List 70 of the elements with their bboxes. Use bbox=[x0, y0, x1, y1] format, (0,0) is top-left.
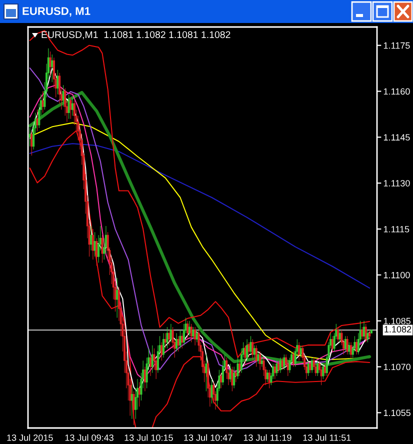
x-tick-label: 13 Jul 10:47 bbox=[184, 434, 232, 441]
candlestick bbox=[116, 278, 118, 318]
candlestick bbox=[322, 363, 324, 380]
candlestick bbox=[278, 360, 280, 374]
candlestick bbox=[170, 324, 172, 343]
candlestick bbox=[130, 384, 133, 420]
candlestick bbox=[49, 51, 52, 76]
candlestick bbox=[144, 366, 146, 392]
candlestick bbox=[186, 320, 189, 340]
candlestick bbox=[244, 345, 246, 364]
candlestick bbox=[350, 342, 352, 358]
candlestick bbox=[336, 326, 340, 343]
candlestick bbox=[188, 320, 191, 336]
candlestick bbox=[101, 234, 104, 263]
y-tick-label: 1.1160 bbox=[384, 88, 410, 95]
y-tick-label: 1.1070 bbox=[384, 364, 411, 370]
candlestick bbox=[266, 370, 268, 382]
candlestick bbox=[238, 360, 241, 376]
candlestick bbox=[70, 97, 72, 120]
x-tick-label: 13 Jul 11:19 bbox=[244, 434, 292, 441]
candlestick bbox=[362, 320, 366, 340]
candlestick bbox=[292, 351, 294, 368]
x-tick-label: 13 Jul 11:51 bbox=[303, 434, 351, 441]
candlestick bbox=[361, 326, 364, 340]
candlestick bbox=[205, 354, 208, 392]
candlestick bbox=[246, 338, 248, 361]
x-tick-label: 13 Jul 2015 bbox=[7, 434, 53, 441]
candlestick bbox=[175, 332, 178, 352]
candlestick bbox=[311, 357, 314, 374]
y-tick-label: 1.1100 bbox=[384, 272, 410, 278]
candlestick bbox=[252, 338, 254, 361]
candlestick bbox=[324, 363, 326, 376]
candlestick bbox=[356, 338, 358, 355]
candlestick bbox=[370, 330, 372, 334]
candlestick bbox=[348, 342, 350, 355]
candlestick bbox=[168, 330, 170, 346]
y-tick-label: 1.1175 bbox=[384, 42, 410, 49]
line-series bbox=[29, 143, 370, 289]
candlestick bbox=[309, 360, 312, 374]
candlestick bbox=[307, 360, 310, 376]
candlestick bbox=[72, 97, 74, 116]
ref-line-label: 1.1082 bbox=[384, 326, 412, 332]
candlestick bbox=[30, 130, 33, 156]
candlestick bbox=[179, 330, 182, 349]
candlestick bbox=[160, 342, 163, 361]
y-tick-label: 1.1130 bbox=[384, 180, 410, 186]
y-tick-label: 1.1115 bbox=[384, 226, 410, 232]
y-tick-label: 1.1085 bbox=[384, 318, 410, 324]
y-tick-label: 1.1145 bbox=[384, 134, 410, 141]
candlestick bbox=[298, 342, 300, 361]
candlestick bbox=[220, 372, 222, 388]
candlestick bbox=[210, 378, 213, 404]
candlestick bbox=[276, 360, 278, 376]
candlestick bbox=[279, 357, 282, 374]
candlestick bbox=[196, 330, 198, 343]
candlestick bbox=[62, 84, 64, 107]
candlestick bbox=[56, 70, 59, 95]
candlestick bbox=[36, 109, 38, 132]
candlestick bbox=[181, 332, 184, 349]
y-tick-label: 1.1055 bbox=[384, 410, 410, 416]
candlestick bbox=[346, 336, 348, 355]
chart-title: EURUSD, M1 bbox=[22, 7, 90, 17]
x-tick-label: 13 Jul 10:15 bbox=[124, 434, 173, 441]
candlestick bbox=[231, 366, 234, 392]
candlestick bbox=[90, 226, 92, 251]
candlestick bbox=[283, 354, 286, 370]
candlestick bbox=[51, 54, 54, 82]
candlestick bbox=[368, 330, 371, 340]
candlestick bbox=[316, 360, 319, 376]
x-tick-label: 13 Jul 09:43 bbox=[65, 434, 114, 441]
